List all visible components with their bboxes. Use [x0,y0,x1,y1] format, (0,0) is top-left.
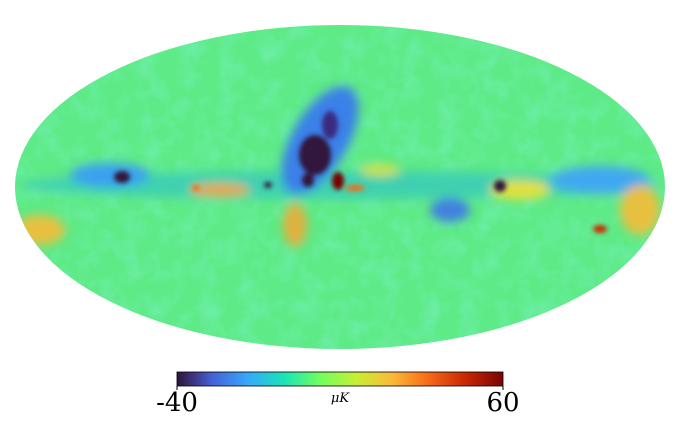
colorbar-unit: μK [331,391,350,406]
sky-map [15,25,665,349]
colorbar-max-label: 60 [486,388,519,418]
colorbar-min-label: -40 [156,388,198,418]
colorbar [176,371,504,387]
